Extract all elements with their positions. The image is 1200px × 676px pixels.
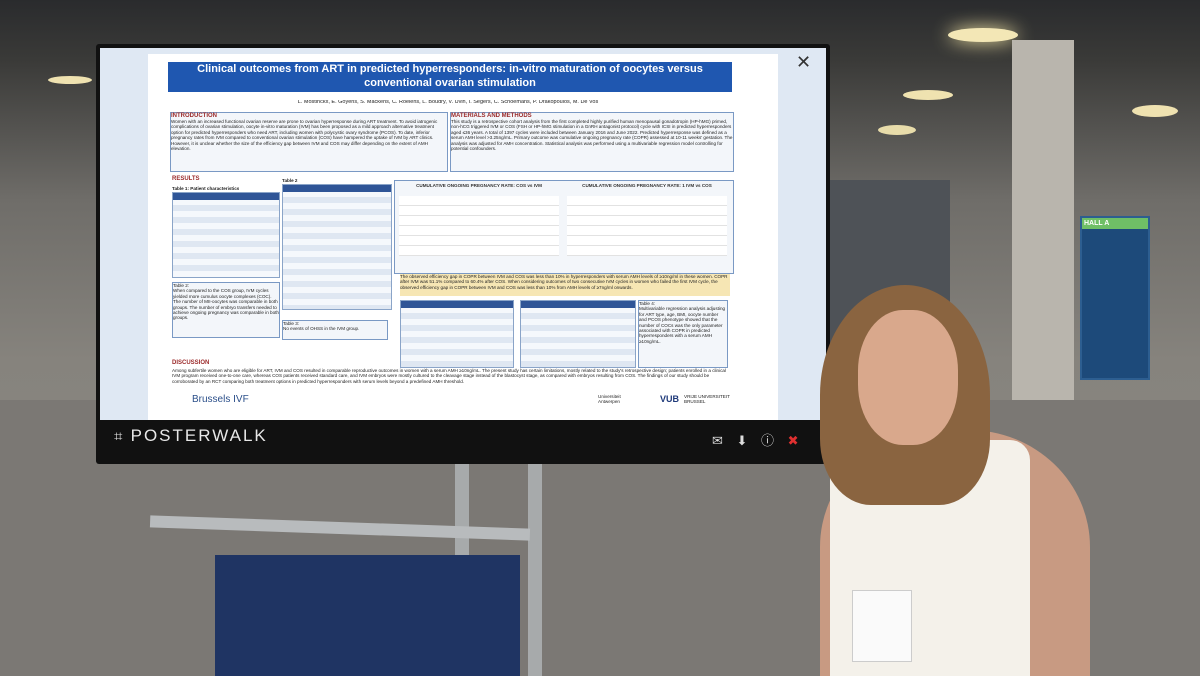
table (400, 300, 514, 368)
sign-text: HALL A (1082, 218, 1148, 229)
ceiling-light (1132, 105, 1178, 117)
chart: CUMULATIVE ONGOING PREGNANCY RATE: 1 IVM… (567, 183, 727, 267)
table (520, 300, 636, 368)
caption-text: Multivariable regression analysis adjust… (639, 306, 726, 344)
badge (852, 590, 912, 662)
ceiling-light (878, 125, 916, 135)
caption-box: Table 3: No events of OHSS in the IVM gr… (282, 320, 388, 340)
section-heading: MATERIALS AND METHODS (451, 113, 532, 119)
stand-pole (528, 460, 542, 676)
section-heading: DISCUSSION (172, 360, 210, 366)
chart-plot (567, 196, 727, 257)
brand: ⌗ POSTERWALK (114, 426, 268, 445)
caption-text: No events of OHSS in the IVM group. (283, 326, 360, 332)
section-text: Among subfertile women who are eligible … (172, 368, 726, 384)
section-text: This study is a retrospective cohort ana… (451, 119, 733, 152)
person-face (858, 310, 958, 445)
ceiling-light (948, 28, 1018, 42)
caption-box: Table 4: Multivariable regression analys… (638, 300, 728, 368)
screen: ✕ Clinical outcomes from ART in predicte… (96, 44, 830, 464)
caption-text: When compared to the COS group, IVM cycl… (173, 288, 279, 321)
chart-title: CUMULATIVE ONGOING PREGNANCY RATE: 1 IVM… (582, 183, 712, 188)
ceiling-light (48, 76, 92, 84)
poster-title: Clinical outcomes from ART in predicted … (168, 62, 732, 92)
logo: VRIJE UNIVERSITEIT BRUSSEL (684, 394, 730, 405)
chart-caption: The observed efficiency gap in COPR betw… (400, 274, 730, 296)
caption-title: Table 2: (173, 283, 190, 288)
logo: Brussels IVF (192, 394, 249, 405)
banner (215, 555, 520, 676)
caption-title: Table 3: (283, 321, 300, 326)
poster: Clinical outcomes from ART in predicted … (148, 54, 778, 420)
ceiling-light (903, 90, 953, 100)
intro-box: INTRODUCTION Women with an increased fun… (170, 112, 448, 172)
pillar (1012, 40, 1074, 435)
table (172, 192, 280, 278)
table (282, 184, 392, 310)
close-button[interactable]: ✕ (796, 52, 812, 72)
logo: Universiteit Antwerpen (598, 394, 621, 405)
chart: CUMULATIVE ONGOING PREGNANCY RATE: COS v… (399, 183, 559, 267)
chart-plot (399, 196, 559, 257)
table-title: Table 2 (282, 178, 298, 183)
section-text: Women with an increased functional ovari… (171, 119, 438, 152)
table-title: Table 1: Patient characteristics (172, 186, 240, 191)
authors: L. Mostinckx, E. Goyens, S. Mackens, C. … (297, 100, 599, 105)
charts-box: CUMULATIVE ONGOING PREGNANCY RATE: COS v… (394, 180, 734, 274)
chart-title: CUMULATIVE ONGOING PREGNANCY RATE: COS v… (416, 183, 542, 188)
section-heading: RESULTS (172, 176, 200, 182)
caption-title: Table 4: (639, 301, 656, 306)
section-heading: INTRODUCTION (171, 113, 217, 119)
methods-box: MATERIALS AND METHODS This study is a re… (450, 112, 734, 172)
logo: VUB (660, 394, 680, 404)
toolbar[interactable]: ✉ ⬇ ⓘ ✖ (712, 433, 799, 448)
hall-sign: HALL A (1080, 216, 1150, 380)
brand-text: POSTERWALK (130, 426, 268, 445)
caption-box: Table 2: When compared to the COS group,… (172, 282, 280, 338)
screen-display: ✕ Clinical outcomes from ART in predicte… (100, 48, 826, 420)
